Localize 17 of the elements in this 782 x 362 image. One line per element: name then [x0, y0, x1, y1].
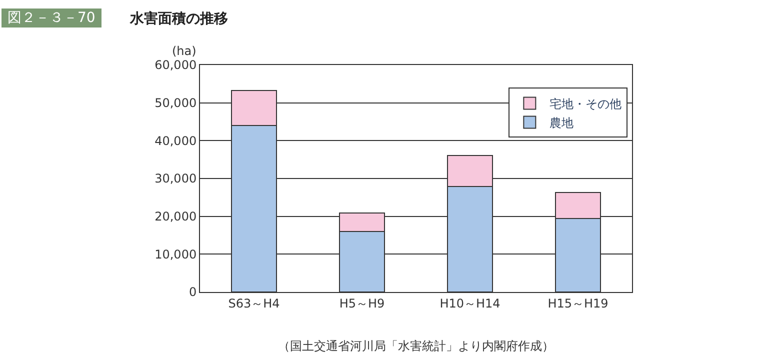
- y-tick-label: 30,000: [154, 172, 197, 186]
- x-tick-label: H15～H19: [548, 296, 608, 310]
- text: 図２－３－70: [3, 10, 100, 26]
- y-tick-label: 20,000: [154, 210, 197, 224]
- y-tick-label: 40,000: [154, 134, 197, 148]
- y-tick-label: 10,000: [154, 247, 197, 262]
- y-tick-label: 0: [188, 285, 197, 300]
- y-tick-label: 50,000: [154, 96, 197, 110]
- y-tick-label: 60,000: [154, 58, 197, 72]
- chart-title: 水害面積の推移: [129, 10, 228, 27]
- legend-label: 農地: [550, 116, 574, 130]
- x-tick-label: S63～H4: [228, 296, 280, 310]
- text: （国土交通省河川局「水害統計」より内閣府作成）: [278, 339, 554, 353]
- x-tick-label: H5～H9: [339, 296, 385, 310]
- y-axis-title: (ha): [172, 44, 196, 58]
- x-tick-label: H10～H14: [440, 296, 500, 310]
- legend-label: 宅地・その他: [550, 96, 622, 111]
